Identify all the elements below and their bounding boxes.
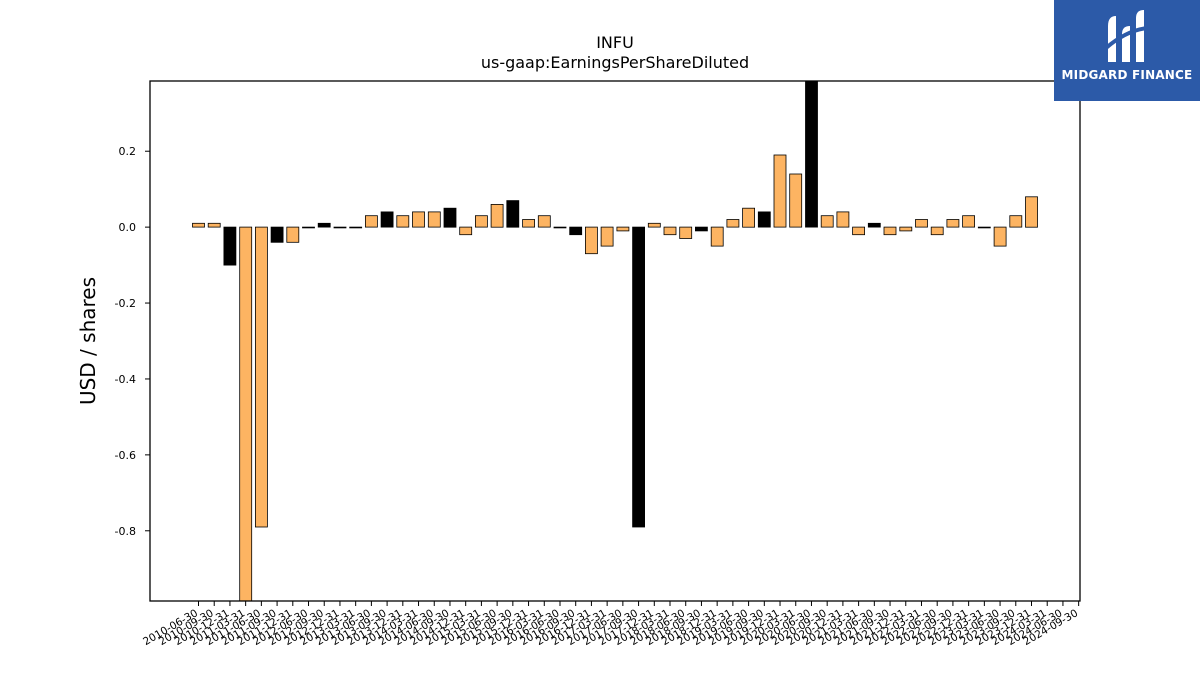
bar <box>946 219 960 228</box>
bar <box>333 226 347 229</box>
y-tick-label: -0.6 <box>115 449 136 462</box>
bar <box>490 203 504 228</box>
y-axis-ticks: -0.8 -0.6 -0.4 -0.2 0.0 0.2 <box>115 145 150 538</box>
bar-series <box>192 80 1038 602</box>
bar <box>286 226 300 243</box>
bar <box>506 200 520 228</box>
bar <box>443 207 457 228</box>
bar <box>710 226 724 247</box>
bar <box>270 226 284 243</box>
brand-logo: MIDGARD FINANCE <box>1054 0 1200 101</box>
bar <box>899 226 913 232</box>
bar <box>585 226 598 255</box>
y-tick-label: -0.2 <box>115 297 136 310</box>
bar <box>773 154 787 228</box>
y-tick-label: -0.8 <box>115 525 136 538</box>
y-axis-label: USD / shares <box>76 277 100 405</box>
bar <box>427 211 441 228</box>
brand-name: MIDGARD FINANCE <box>1061 68 1193 82</box>
y-tick-label: 0.2 <box>119 145 137 158</box>
bar <box>412 211 425 228</box>
bar <box>726 219 740 228</box>
bar <box>930 226 944 236</box>
bar <box>459 226 473 236</box>
bar <box>396 215 410 228</box>
bar <box>600 226 614 247</box>
bar <box>836 211 850 228</box>
bar <box>616 226 630 232</box>
bar <box>679 226 693 239</box>
y-tick-label: -0.4 <box>115 373 136 386</box>
bar <box>1025 196 1038 228</box>
bar <box>569 226 583 236</box>
bar <box>553 226 567 229</box>
bar <box>883 226 897 236</box>
bar <box>207 222 221 228</box>
bar <box>742 207 755 228</box>
x-axis-ticks: 2010-06-302010-09-302010-12-312011-03-31… <box>141 601 1080 648</box>
bar <box>254 226 268 528</box>
bar <box>522 219 535 228</box>
bar <box>537 215 551 228</box>
chart-title: INFU <box>596 33 634 52</box>
logo-mark-icon <box>1104 10 1149 62</box>
bar <box>632 226 645 528</box>
bar <box>239 226 253 602</box>
bar <box>695 226 708 232</box>
bar <box>663 226 677 236</box>
bar <box>223 226 237 266</box>
bar <box>1009 215 1023 228</box>
bar <box>820 215 834 228</box>
chart-subtitle: us-gaap:EarningsPerShareDiluted <box>481 53 749 72</box>
bar <box>349 226 363 229</box>
bar <box>317 222 331 228</box>
bar <box>474 215 488 228</box>
bar <box>962 215 975 228</box>
bar <box>867 222 881 228</box>
bar <box>380 211 394 228</box>
bar <box>364 215 378 228</box>
bar <box>852 226 865 236</box>
bar <box>805 80 818 228</box>
plot-frame <box>149 80 1081 602</box>
bar <box>757 211 771 228</box>
bar <box>977 226 991 229</box>
y-tick-label: 0.0 <box>119 221 137 234</box>
bar <box>647 222 661 228</box>
bar <box>993 226 1007 247</box>
bar <box>192 222 205 228</box>
bar <box>915 219 928 228</box>
bar <box>302 226 315 229</box>
bar <box>789 173 803 228</box>
